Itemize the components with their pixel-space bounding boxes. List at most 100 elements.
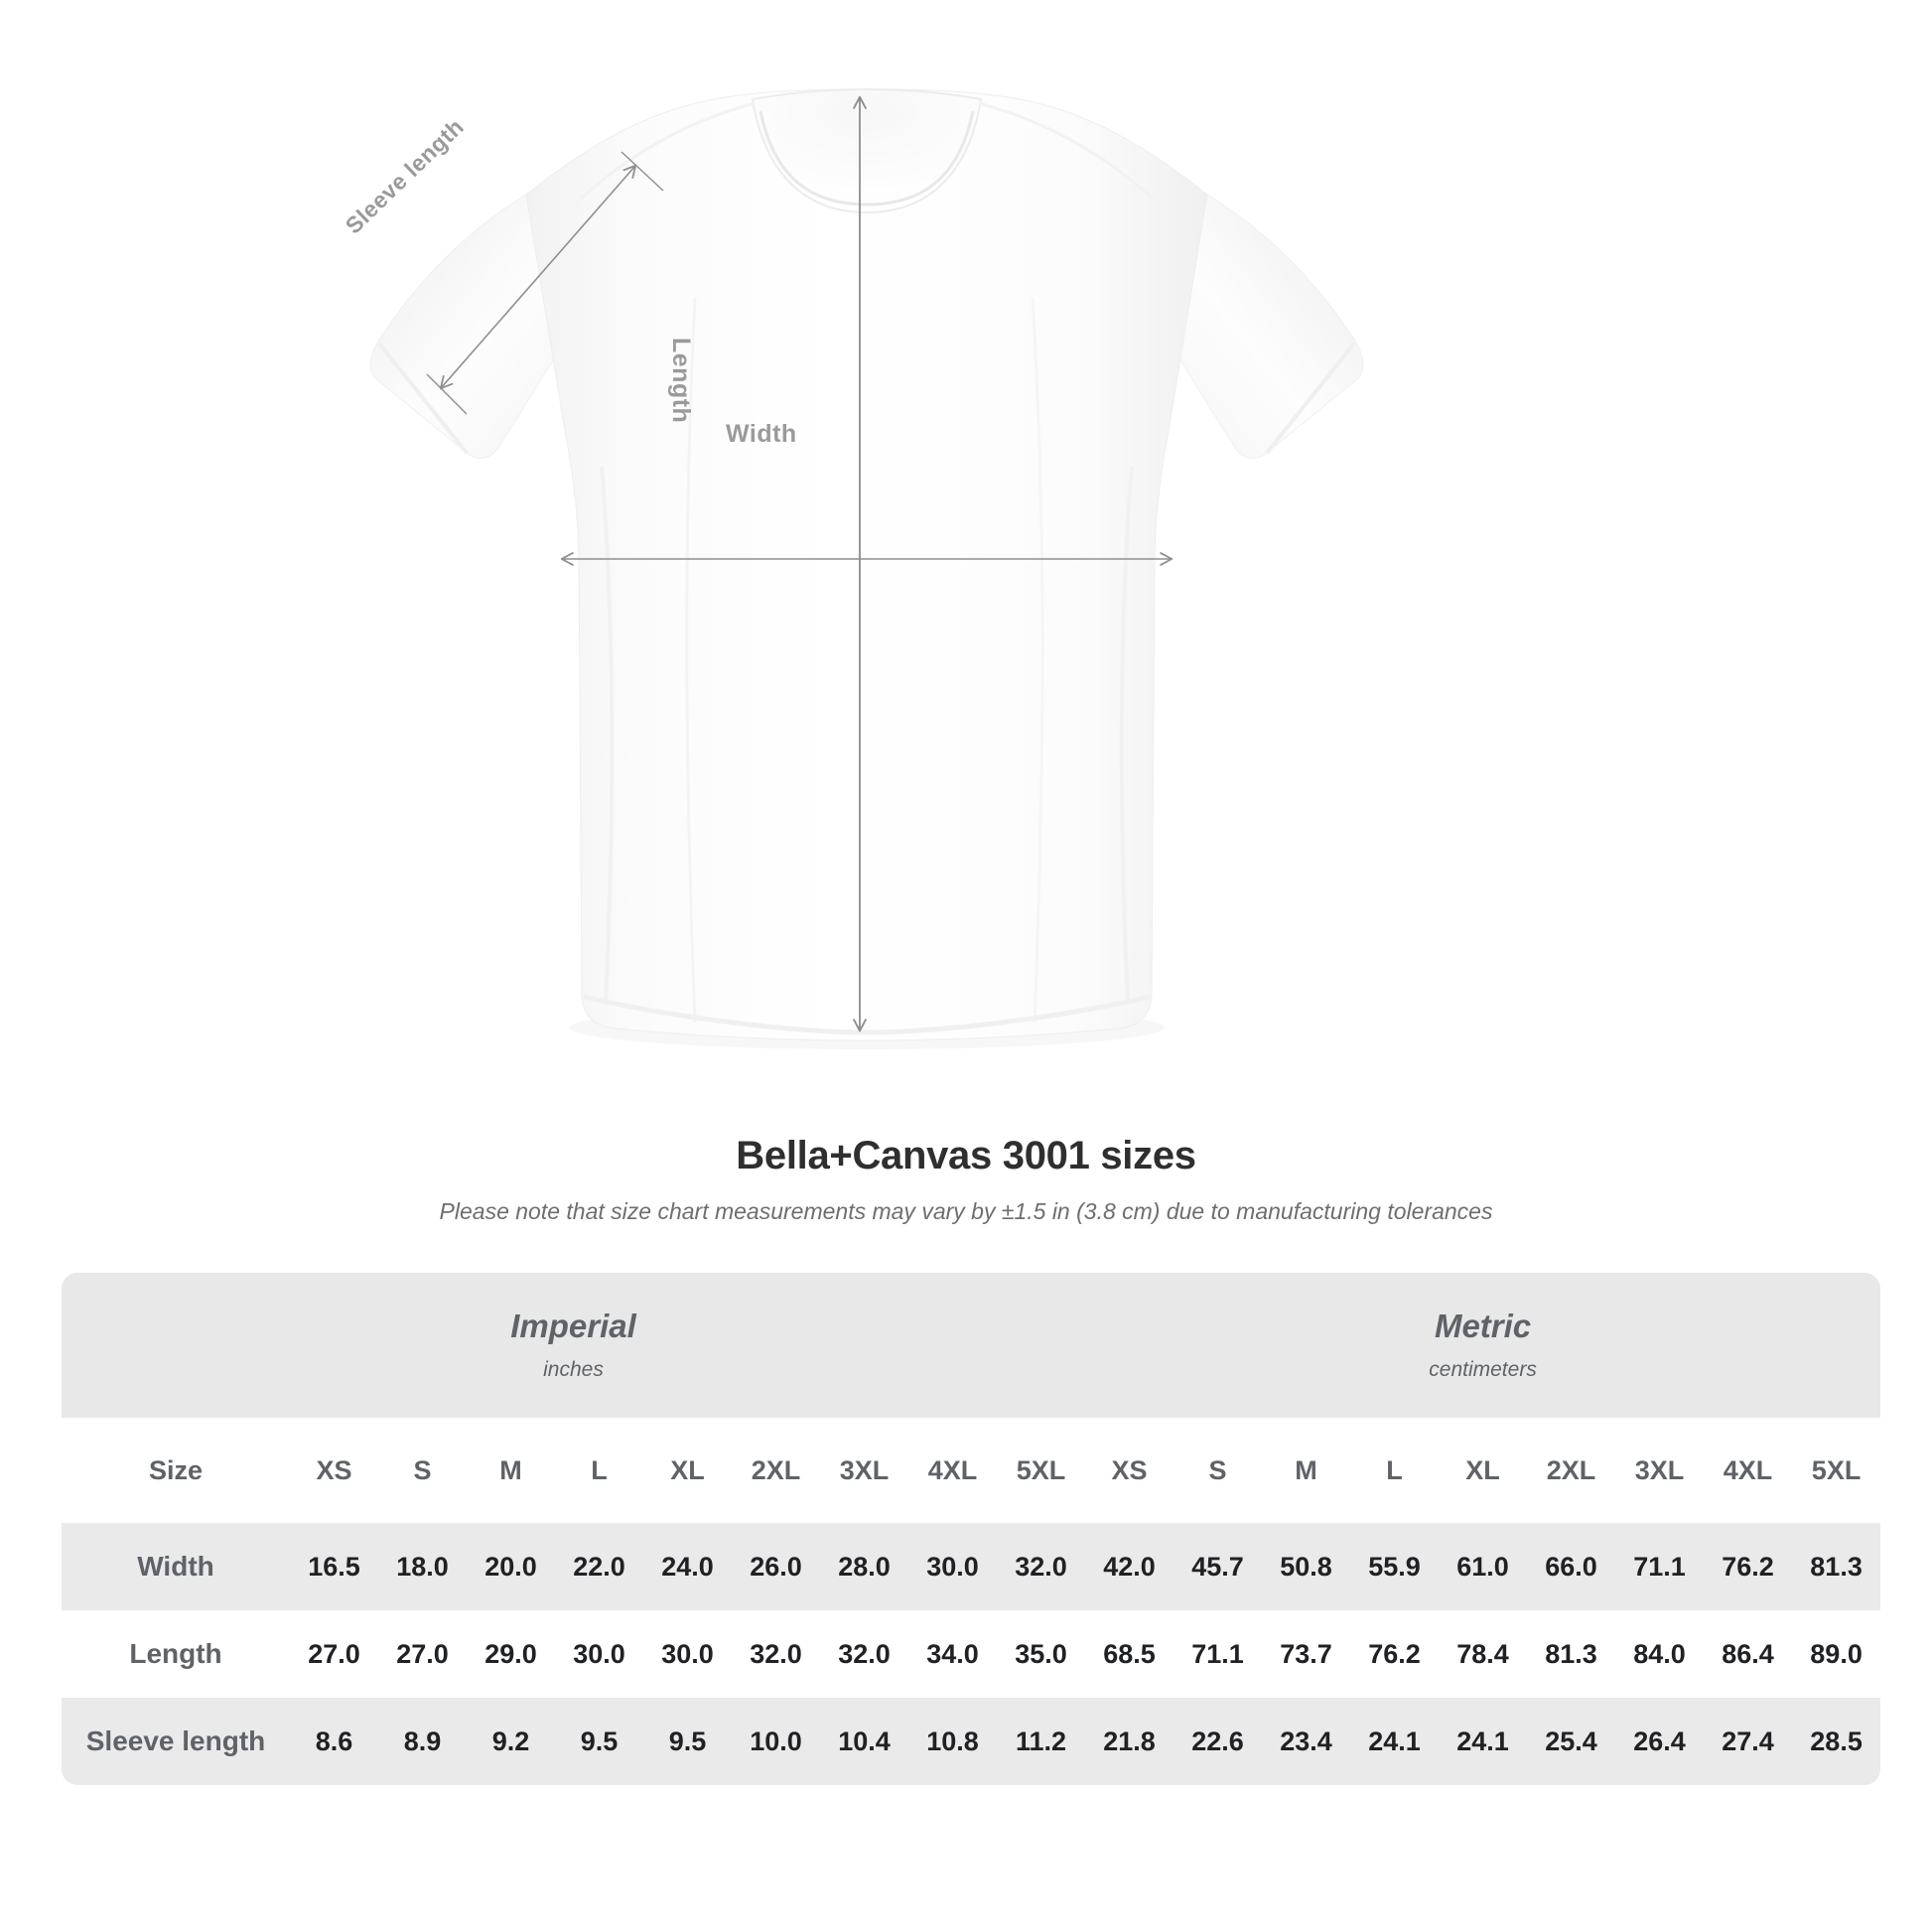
cell-width-metric-4xl: 76.2 [1704, 1523, 1792, 1610]
size-header-metric-xl: XL [1439, 1418, 1527, 1523]
cell-sleeve-imperial-xs: 8.6 [290, 1698, 378, 1785]
cell-sleeve-metric-xs: 21.8 [1085, 1698, 1173, 1785]
size-header-imperial-4xl: 4XL [908, 1418, 997, 1523]
cell-width-imperial-4xl: 30.0 [908, 1523, 997, 1610]
cell-width-metric-xs: 42.0 [1085, 1523, 1173, 1610]
cell-width-metric-l: 55.9 [1350, 1523, 1439, 1610]
cell-sleeve-metric-2xl: 25.4 [1527, 1698, 1615, 1785]
cell-length-imperial-2xl: 32.0 [732, 1610, 820, 1698]
cell-sleeve-metric-l: 24.1 [1350, 1698, 1439, 1785]
cell-length-metric-2xl: 81.3 [1527, 1610, 1615, 1698]
cell-width-metric-5xl: 81.3 [1792, 1523, 1881, 1610]
shirt-body [525, 88, 1208, 1041]
cell-length-imperial-s: 27.0 [378, 1610, 467, 1698]
cell-sleeve-metric-5xl: 28.5 [1792, 1698, 1881, 1785]
fold-line-far-right [1119, 466, 1134, 1004]
tshirt-diagram: Sleeve length Length Width [340, 87, 1364, 1041]
shirt-hem [583, 994, 1151, 1035]
cell-sleeve-metric-3xl: 26.4 [1615, 1698, 1704, 1785]
table-row: Length 27.0 27.0 29.0 30.0 30.0 32.0 32.… [62, 1610, 1881, 1698]
size-table: Imperial inches Metric centimeters Size … [62, 1273, 1881, 1785]
cell-width-imperial-5xl: 32.0 [997, 1523, 1085, 1610]
right-sleeve [1152, 194, 1364, 460]
imperial-group-header: Imperial inches [62, 1273, 1085, 1418]
size-header-metric-5xl: 5XL [1792, 1418, 1881, 1523]
cell-length-metric-m: 73.7 [1262, 1610, 1350, 1698]
cell-length-metric-3xl: 84.0 [1615, 1610, 1704, 1698]
sleeve-length-arrow [439, 164, 637, 390]
size-header-metric-l: L [1350, 1418, 1439, 1523]
cell-length-metric-5xl: 89.0 [1792, 1610, 1881, 1698]
metric-label: Metric [1434, 1307, 1532, 1344]
size-header-metric-s: S [1173, 1418, 1262, 1523]
cell-sleeve-imperial-2xl: 10.0 [732, 1698, 820, 1785]
cell-length-imperial-5xl: 35.0 [997, 1610, 1085, 1698]
cell-sleeve-imperial-l: 9.5 [555, 1698, 643, 1785]
cell-length-metric-4xl: 86.4 [1704, 1610, 1792, 1698]
size-header-row: Size XS S M L XL 2XL 3XL 4XL 5XL XS S M … [62, 1418, 1881, 1523]
left-cuff [377, 342, 469, 455]
cell-length-metric-l: 76.2 [1350, 1610, 1439, 1698]
row-label-sleeve-length: Sleeve length [62, 1698, 290, 1785]
size-header-imperial-xs: XS [290, 1418, 378, 1523]
cell-sleeve-imperial-s: 8.9 [378, 1698, 467, 1785]
right-cuff [1265, 342, 1356, 455]
imperial-unit: inches [543, 1358, 604, 1382]
cell-sleeve-imperial-5xl: 11.2 [997, 1698, 1085, 1785]
metric-unit: centimeters [1429, 1358, 1537, 1382]
size-header-imperial-l: L [555, 1418, 643, 1523]
table-row: Width 16.5 18.0 20.0 22.0 24.0 26.0 28.0… [62, 1523, 1881, 1610]
cell-length-imperial-l: 30.0 [555, 1610, 643, 1698]
size-header-imperial-5xl: 5XL [997, 1418, 1085, 1523]
length-label: Length [667, 338, 695, 424]
cell-sleeve-imperial-3xl: 10.4 [820, 1698, 908, 1785]
fold-line-left [685, 297, 697, 1024]
tshirt-illustration-svg [369, 87, 1364, 1041]
cell-sleeve-imperial-4xl: 10.8 [908, 1698, 997, 1785]
cell-width-metric-3xl: 71.1 [1615, 1523, 1704, 1610]
cell-length-imperial-xs: 27.0 [290, 1610, 378, 1698]
fold-line-far-left [600, 466, 615, 1004]
shirt-collar [751, 87, 983, 214]
cell-width-imperial-3xl: 28.0 [820, 1523, 908, 1610]
unit-group-header-row: Imperial inches Metric centimeters [62, 1273, 1881, 1418]
cell-width-imperial-s: 18.0 [378, 1523, 467, 1610]
size-header-imperial-s: S [378, 1418, 467, 1523]
cell-width-imperial-xs: 16.5 [290, 1523, 378, 1610]
size-header-metric-4xl: 4XL [1704, 1418, 1792, 1523]
size-header-metric-2xl: 2XL [1527, 1418, 1615, 1523]
right-shoulder-seam [978, 101, 1155, 201]
page-subtitle: Please note that size chart measurements… [439, 1198, 1493, 1224]
size-header-label: Size [62, 1418, 290, 1523]
size-header-imperial-xl: XL [643, 1418, 732, 1523]
row-label-width: Width [62, 1523, 290, 1610]
heading-block: Bella+Canvas 3001 sizes Please note that… [0, 1134, 1932, 1225]
fold-line-right [1031, 297, 1044, 1024]
cell-sleeve-imperial-xl: 9.5 [643, 1698, 732, 1785]
cell-length-imperial-3xl: 32.0 [820, 1610, 908, 1698]
cell-width-imperial-2xl: 26.0 [732, 1523, 820, 1610]
cell-sleeve-metric-xl: 24.1 [1439, 1698, 1527, 1785]
table-row: Sleeve length 8.6 8.9 9.2 9.5 9.5 10.0 1… [62, 1698, 1881, 1785]
metric-group-header: Metric centimeters [1085, 1273, 1881, 1418]
cell-sleeve-metric-s: 22.6 [1173, 1698, 1262, 1785]
cell-sleeve-imperial-m: 9.2 [467, 1698, 555, 1785]
cell-length-imperial-xl: 30.0 [643, 1610, 732, 1698]
size-header-imperial-3xl: 3XL [820, 1418, 908, 1523]
size-header-metric-m: M [1262, 1418, 1350, 1523]
size-header-imperial-2xl: 2XL [732, 1418, 820, 1523]
cell-length-metric-s: 71.1 [1173, 1610, 1262, 1698]
cell-length-imperial-4xl: 34.0 [908, 1610, 997, 1698]
sleeve-tick-top [621, 151, 664, 192]
size-table-wrapper: Imperial inches Metric centimeters Size … [62, 1273, 1881, 1785]
imperial-label: Imperial [510, 1307, 636, 1344]
size-header-metric-3xl: 3XL [1615, 1418, 1704, 1523]
cell-width-imperial-xl: 24.0 [643, 1523, 732, 1610]
cell-sleeve-metric-4xl: 27.4 [1704, 1698, 1792, 1785]
cell-length-metric-xs: 68.5 [1085, 1610, 1173, 1698]
cell-width-imperial-m: 20.0 [467, 1523, 555, 1610]
cell-width-metric-s: 45.7 [1173, 1523, 1262, 1610]
sleeve-tick-bottom [426, 373, 468, 415]
cell-width-metric-m: 50.8 [1262, 1523, 1350, 1610]
